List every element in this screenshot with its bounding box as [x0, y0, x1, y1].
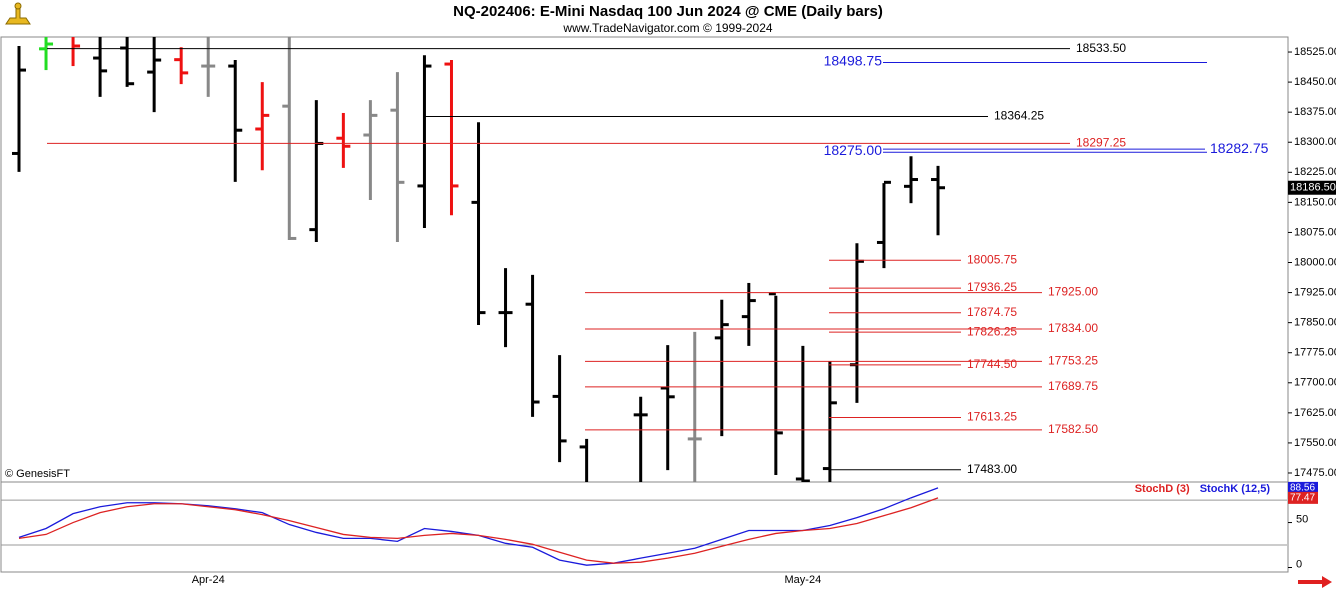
y-tick-label: 18375.00 — [1294, 106, 1336, 118]
y-tick-label: 17925.00 — [1294, 286, 1336, 298]
scroll-arrow[interactable] — [1298, 576, 1332, 588]
chart-subtitle: www.TradeNavigator.com © 1999-2024 — [562, 21, 772, 35]
last-value-box — [1288, 481, 1318, 494]
x-tick-label: Apr-24 — [192, 574, 225, 586]
y-tick-label: 18000.00 — [1294, 256, 1336, 268]
y-tick-label: 18300.00 — [1294, 136, 1336, 148]
level-label: 17936.25 — [967, 280, 1017, 294]
level-label: 18297.25 — [1076, 136, 1126, 150]
y-tick-label: 17700.00 — [1294, 377, 1336, 389]
source-note: © GenesisFT — [5, 468, 70, 480]
y-tick-label: 17475.00 — [1294, 467, 1336, 479]
last-price-box — [1288, 180, 1336, 195]
y-tick-label: 17550.00 — [1294, 437, 1336, 449]
level-label: 17753.25 — [1048, 354, 1098, 368]
stoch-plot — [1, 487, 1287, 566]
level-label: 17826.25 — [967, 324, 1017, 338]
level-label: 17483.00 — [967, 462, 1017, 476]
level-label: 17834.00 — [1048, 321, 1098, 335]
level-label: 18533.50 — [1076, 41, 1126, 55]
level-label: 17689.75 — [1048, 379, 1098, 393]
y-tick-label: 18450.00 — [1294, 76, 1336, 88]
legend-entry: StochD (3) — [1135, 483, 1190, 495]
stoch-line — [18, 497, 939, 564]
level-label: 17613.25 — [967, 410, 1017, 424]
last-value-box — [1288, 491, 1318, 504]
y-tick-label: 18075.00 — [1294, 226, 1336, 238]
level-label: 17744.50 — [967, 357, 1017, 371]
x-tick-label: May-24 — [785, 574, 822, 586]
price-plot — [12, 37, 946, 482]
y-tick-label: 18525.00 — [1294, 46, 1336, 58]
level-label: 17874.75 — [967, 305, 1017, 319]
last-value-label: 88.56 — [1290, 483, 1315, 494]
y-tick-label: 50 — [1296, 513, 1308, 525]
level-label: 18275.00 — [824, 142, 883, 158]
chart-title: NQ-202406: E-Mini Nasdaq 100 Jun 2024 @ … — [453, 3, 883, 20]
y-tick-label: 17625.00 — [1294, 407, 1336, 419]
level-label: 17925.00 — [1048, 285, 1098, 299]
logo — [5, 2, 31, 25]
level-label: 18005.75 — [967, 252, 1017, 266]
level-label: 17582.50 — [1048, 422, 1098, 436]
y-tick-label: 17850.00 — [1294, 317, 1336, 329]
y-tick-label: 18150.00 — [1294, 196, 1336, 208]
level-label: 18498.75 — [824, 52, 883, 68]
y-tick-label: 0 — [1296, 558, 1302, 570]
y-tick-label: 18225.00 — [1294, 166, 1336, 178]
last-price-label: 18186.50 — [1290, 182, 1336, 194]
legend-entry: StochK (12,5) — [1200, 483, 1271, 495]
last-value-label: 77.47 — [1290, 493, 1315, 504]
level-label: 18364.25 — [994, 109, 1044, 123]
y-tick-label: 17775.00 — [1294, 347, 1336, 359]
level-label: 18282.75 — [1210, 140, 1269, 156]
